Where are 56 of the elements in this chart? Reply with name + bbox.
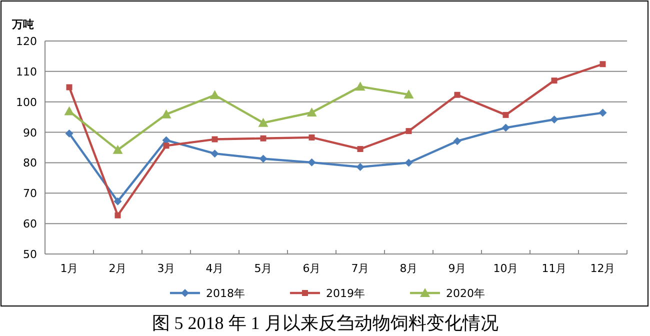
y-tick-label: 120 — [16, 35, 37, 48]
point — [306, 108, 317, 117]
y-axis-title: 万吨 — [11, 18, 34, 31]
point — [65, 130, 74, 138]
x-tick-label: 7月 — [351, 262, 370, 275]
text: 图 5 2018 年 1 月以来反刍动物饲料变化情况 — [152, 313, 498, 333]
x-tick-label: 4月 — [206, 262, 224, 275]
y-tick-label: 70 — [23, 187, 37, 200]
point — [600, 61, 606, 68]
point — [453, 137, 462, 146]
x-tick-label: 6月 — [302, 262, 321, 275]
point — [356, 162, 364, 171]
point — [114, 197, 122, 206]
y-tick-label: 100 — [16, 96, 37, 109]
x-tick-label: 10月 — [493, 262, 518, 275]
point — [66, 84, 72, 90]
point — [355, 82, 366, 91]
x-tick-label: 3月 — [157, 262, 176, 275]
point — [308, 158, 316, 166]
point — [161, 109, 172, 118]
point — [212, 136, 218, 142]
point — [258, 118, 268, 127]
legend-label: 2018年 — [206, 287, 245, 300]
point — [64, 106, 74, 116]
legend-label: 2019年 — [326, 287, 365, 300]
x-tick-label: 5月 — [254, 262, 272, 275]
legend-label: 2020年 — [446, 287, 485, 300]
point — [502, 112, 509, 118]
point — [260, 135, 266, 142]
point — [550, 116, 558, 124]
point — [112, 144, 123, 154]
point — [163, 142, 170, 149]
point — [210, 150, 219, 158]
point — [404, 90, 414, 99]
point — [357, 146, 364, 152]
y-tick-label: 90 — [23, 126, 37, 140]
x-tick-label: 8月 — [400, 262, 418, 275]
x-tick-label: 11月 — [542, 262, 567, 275]
point — [114, 212, 121, 218]
y-tick-label: 80 — [23, 156, 37, 170]
point — [454, 92, 460, 98]
point — [404, 158, 413, 167]
y-tick-label: 50 — [23, 248, 37, 261]
x-tick-label: 2月 — [108, 262, 127, 275]
y-tick-label: 110 — [16, 65, 37, 78]
y-tick-label: 60 — [23, 218, 37, 231]
x-tick-label: 12月 — [590, 262, 616, 275]
point — [598, 108, 607, 117]
point — [551, 78, 558, 84]
point — [308, 134, 315, 140]
x-tick-label: 1月 — [60, 262, 78, 275]
point — [259, 154, 268, 163]
point — [210, 90, 220, 100]
point — [502, 124, 510, 132]
point — [406, 128, 412, 134]
x-tick-label: 9月 — [448, 262, 466, 275]
